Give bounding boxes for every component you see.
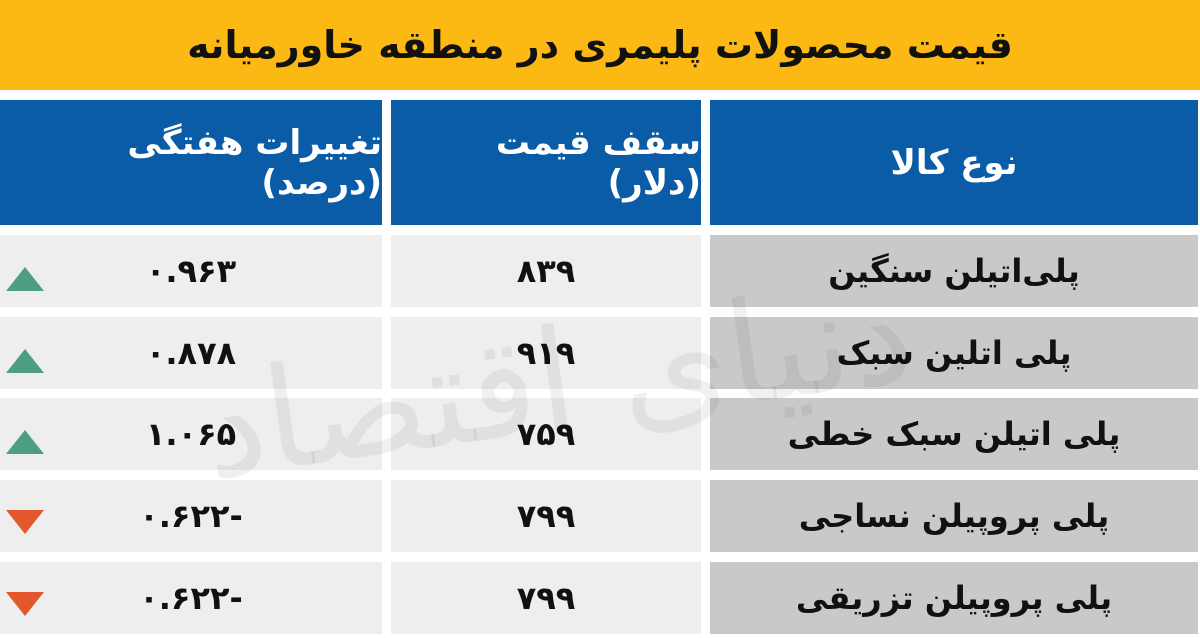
triangle-up-icon [6, 267, 44, 291]
change-cell: -۰.۶۲۲ [0, 480, 382, 552]
product-name-cell: پلی اتلین سبک [710, 317, 1198, 389]
price-cell: ۷۹۹ [391, 562, 701, 634]
triangle-up-icon [6, 349, 44, 373]
product-name-cell: پلی اتیلن سبک خطی [710, 398, 1198, 470]
product-name-cell: پلی پروپیلن نساجی [710, 480, 1198, 552]
table-title: قیمت محصولات پلیمری در منطقه خاورمیانه [0, 0, 1200, 90]
price-cell: ۹۱۹ [391, 317, 701, 389]
header-product-type: نوع کالا [710, 100, 1198, 225]
price-cell: ۷۹۹ [391, 480, 701, 552]
triangle-down-icon [6, 510, 44, 534]
price-cell: ۸۳۹ [391, 235, 701, 307]
change-cell: ۰.۹۶۳ [0, 235, 382, 307]
product-name-cell: پلی‌اتیلن سنگین [710, 235, 1198, 307]
change-cell: ۰.۸۷۸ [0, 317, 382, 389]
change-cell: -۰.۶۲۲ [0, 562, 382, 634]
triangle-down-icon [6, 592, 44, 616]
price-cell: ۷۵۹ [391, 398, 701, 470]
header-price-ceiling: سقف قیمت (دلار) [391, 100, 701, 225]
header-weekly-change: تغییرات هفتگی (درصد) [0, 100, 382, 225]
triangle-up-icon [6, 430, 44, 454]
change-cell: ۱.۰۶۵ [0, 398, 382, 470]
product-name-cell: پلی پروپیلن تزریقی [710, 562, 1198, 634]
